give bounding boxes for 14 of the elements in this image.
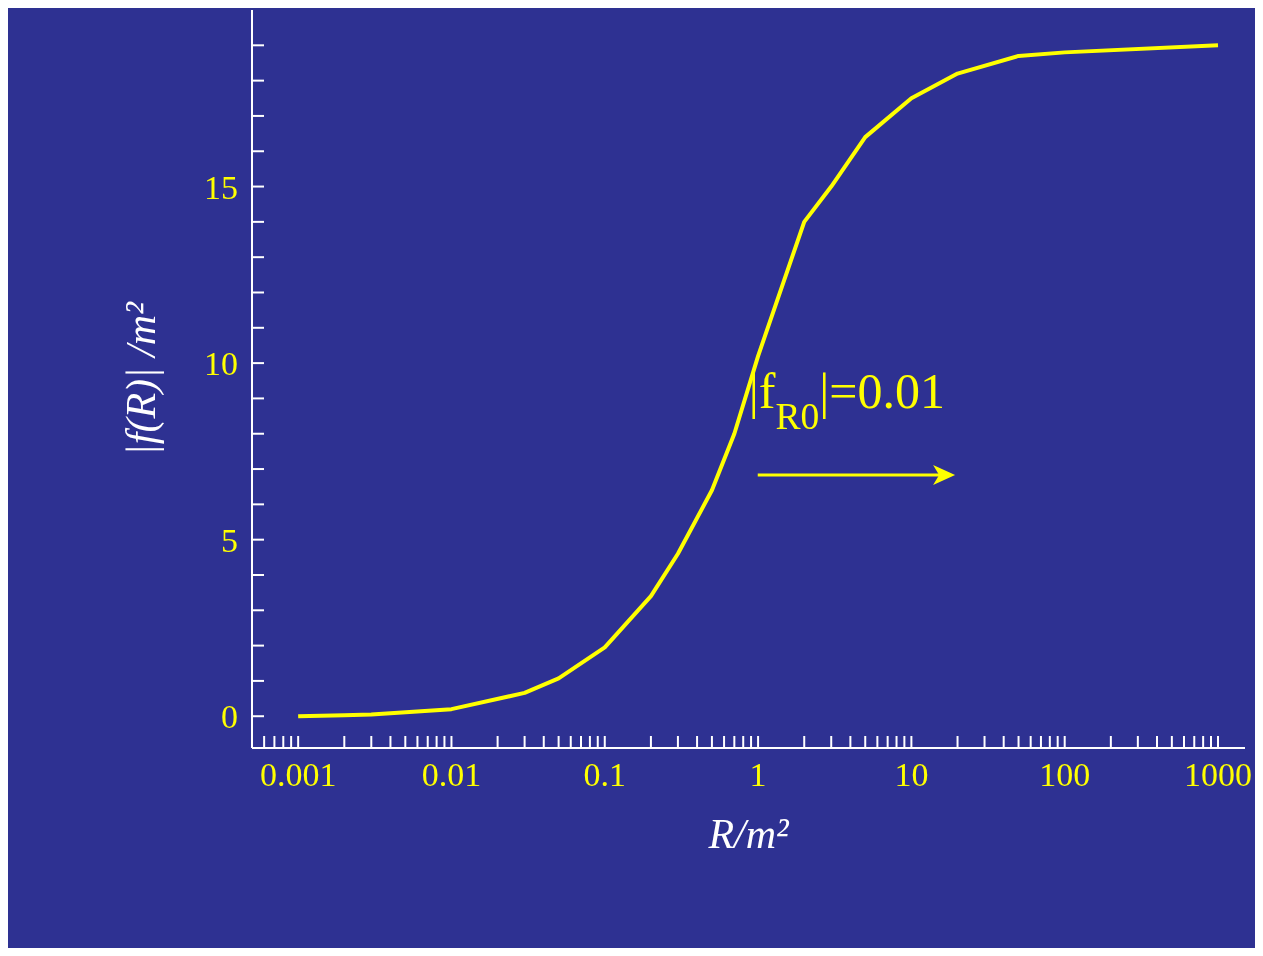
x-tick-label: 0.001 bbox=[259, 756, 337, 794]
y-tick-label: 15 bbox=[204, 168, 238, 206]
y-tick-label: 10 bbox=[204, 345, 238, 383]
y-tick-label: 0 bbox=[221, 698, 238, 736]
x-tick-label: 0.01 bbox=[421, 756, 482, 794]
x-tick-label: 0.1 bbox=[583, 756, 627, 794]
x-tick-label: 1000 bbox=[1184, 756, 1252, 794]
x-tick-label: 100 bbox=[1039, 756, 1091, 794]
annotation: |f$_{R0}$|=0.01 bbox=[748, 363, 945, 437]
x-tick-label: 10 bbox=[894, 756, 929, 794]
x-axis-title: R/m² bbox=[707, 811, 791, 857]
x-tick-label: 1 bbox=[749, 756, 767, 794]
y-tick-label: 5 bbox=[221, 521, 238, 559]
y-axis-title: |f(R)| /m² bbox=[117, 300, 165, 456]
